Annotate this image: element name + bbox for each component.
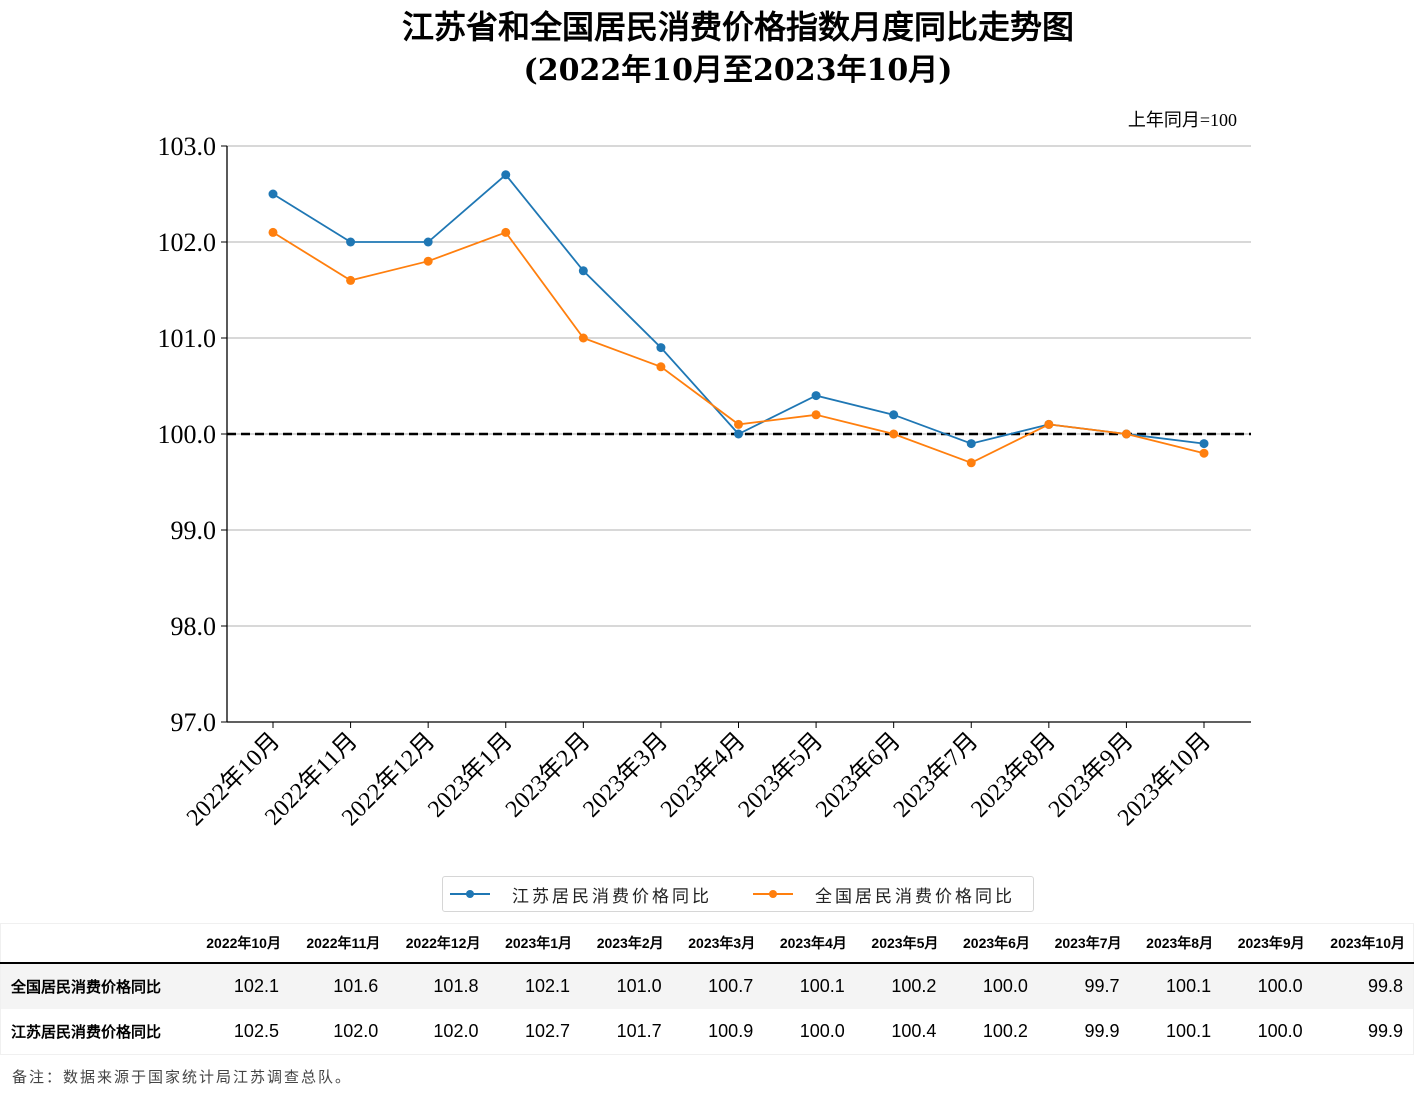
source-note: 备注：数据来源于国家统计局江苏调查总队。: [12, 1068, 353, 1086]
table-cell: 102.0: [333, 1021, 379, 1041]
data-point: [501, 227, 511, 237]
data-point: [346, 237, 356, 247]
y-tick-label: 99.0: [171, 516, 217, 545]
data-point: [734, 429, 743, 439]
series-line: [272, 173, 1205, 445]
data-point: [1044, 419, 1054, 429]
table-header-blank: [0, 923, 189, 964]
table-header: 2022年10月: [188, 923, 289, 964]
table-cell: 102.0: [433, 1021, 479, 1041]
chart-subtitle: (2022年10月至2023年10月): [524, 53, 953, 88]
legend-item-jiangsu: 江苏居民消费价格同比: [443, 882, 712, 907]
table-cell: 101.6: [333, 976, 379, 996]
table-row: 全国居民消费价格同比 102.1 101.6 101.8 102.1 101.0…: [0, 963, 1414, 1009]
table-header: 2023年6月: [946, 923, 1038, 964]
data-point: [578, 266, 588, 276]
data-point: [1121, 429, 1131, 439]
data-point: [1199, 439, 1209, 449]
data-point: [268, 189, 278, 199]
data-point: [889, 410, 899, 420]
table-cell: 100.0: [1257, 976, 1303, 996]
table-cell: 100.9: [708, 1021, 754, 1041]
table-cell: 100.0: [982, 976, 1028, 996]
data-point: [423, 237, 433, 247]
table-cell: 101.0: [616, 976, 662, 996]
data-point: [656, 343, 666, 353]
data-point: [889, 429, 899, 439]
table-header: 2023年8月: [1129, 923, 1222, 964]
table-cell: 102.5: [233, 1021, 279, 1041]
table-cell: 102.1: [525, 976, 571, 996]
data-point: [811, 391, 821, 401]
table-cell: 100.4: [891, 1021, 937, 1041]
series-national: [268, 227, 1209, 468]
table-header: 2023年9月: [1221, 923, 1313, 964]
row-label: 全国居民消费价格同比: [11, 979, 162, 996]
data-point: [346, 275, 356, 285]
legend-item-national: 全国居民消费价格同比: [746, 882, 1015, 907]
unit-note: 上年同月=100: [1128, 110, 1237, 130]
table-cell: 99.7: [1084, 976, 1120, 996]
table-cell: 99.8: [1367, 976, 1403, 996]
table-cell: 100.2: [982, 1021, 1028, 1041]
table-cell: 102.7: [525, 1021, 571, 1041]
series-group: [268, 170, 1209, 468]
data-point: [656, 362, 666, 372]
table-header: 2023年5月: [854, 923, 947, 964]
table-cell: 100.1: [1166, 976, 1212, 996]
chart-legend: 江苏居民消费价格同比 全国居民消费价格同比: [442, 876, 1034, 912]
table-cell: 102.1: [233, 976, 279, 996]
data-point: [423, 256, 433, 266]
series-jiangsu: [268, 170, 1209, 449]
data-point: [966, 439, 976, 449]
table-cell: 100.1: [799, 976, 845, 996]
table-header: 2023年10月: [1312, 923, 1414, 964]
table-header: 2023年4月: [763, 923, 855, 964]
legend-label-jiangsu: 江苏居民消费价格同比: [512, 886, 712, 907]
table-header: 2022年11月: [288, 923, 389, 964]
table-header-row: 2022年10月 2022年11月 2022年12月 2023年1月 2023年…: [0, 923, 1414, 964]
y-tick-label: 100.0: [158, 420, 217, 449]
table-cell: 100.7: [708, 976, 754, 996]
data-point: [501, 170, 511, 180]
x-axis-ticks: 2022年10月2022年11月2022年12月2023年1月2023年2月20…: [181, 722, 1216, 831]
table-header: 2022年12月: [388, 923, 489, 964]
y-tick-label: 103.0: [158, 132, 217, 161]
row-label: 江苏居民消费价格同比: [11, 1024, 162, 1041]
legend-swatch-jiangsu: [450, 888, 490, 900]
y-tick-label: 97.0: [171, 708, 217, 737]
data-point: [268, 227, 278, 237]
table-header: 2023年7月: [1037, 923, 1130, 964]
chart-title: 江苏省和全国居民消费价格指数月度同比走势图: [402, 8, 1074, 46]
table-cell: 99.9: [1367, 1021, 1403, 1041]
data-point: [578, 333, 588, 343]
data-point: [734, 419, 743, 429]
legend-label-national: 全国居民消费价格同比: [815, 886, 1015, 907]
legend-swatch-national: [753, 888, 793, 900]
table-cell: 101.8: [433, 976, 479, 996]
table-header: 2023年1月: [488, 923, 581, 964]
table-cell: 100.0: [1257, 1021, 1303, 1041]
table-cell: 100.2: [891, 976, 937, 996]
table-row: 江苏居民消费价格同比 102.5 102.0 102.0 102.7 101.7…: [1, 1009, 1414, 1055]
data-table: 2022年10月 2022年11月 2022年12月 2023年1月 2023年…: [0, 923, 1414, 1055]
y-axis-ticks: 97.0 98.0 99.0 100.0 101.0 102.0 103.0: [158, 132, 227, 737]
table-header: 2023年3月: [671, 923, 764, 964]
y-tick-label: 101.0: [158, 324, 217, 353]
table-cell: 101.7: [616, 1021, 662, 1041]
line-chart: 江苏省和全国居民消费价格指数月度同比走势图 (2022年10月至2023年10月…: [158, 8, 1251, 831]
y-tick-label: 102.0: [158, 228, 217, 257]
data-point: [1199, 448, 1209, 458]
data-point: [966, 458, 976, 468]
table-cell: 100.0: [799, 1021, 845, 1041]
grid-lines: [227, 145, 1251, 627]
table-cell: 99.9: [1084, 1021, 1120, 1041]
table-header: 2023年2月: [580, 923, 672, 964]
table-cell: 100.1: [1166, 1021, 1212, 1041]
data-point: [811, 410, 821, 420]
y-tick-label: 98.0: [171, 612, 217, 641]
